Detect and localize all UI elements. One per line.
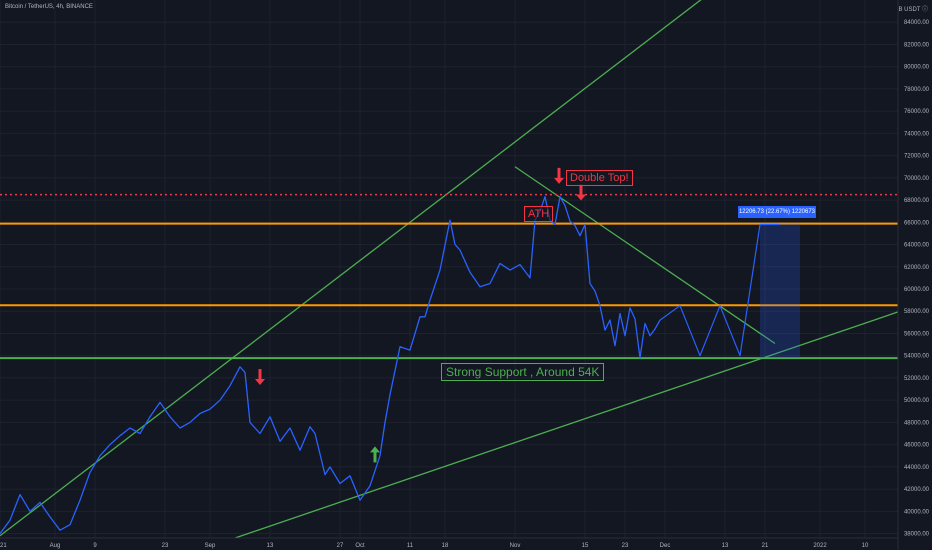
support-label: Strong Support , Around 54K <box>441 363 605 381</box>
x-tick-label: 13 <box>267 543 274 549</box>
currency-label: B USDT ⓘ <box>898 7 928 13</box>
y-tick-label: 80000.00 <box>904 65 930 71</box>
projection-line <box>659 223 780 357</box>
y-tick-label: 44000.00 <box>904 465 930 471</box>
y-tick-label: 78000.00 <box>904 87 930 93</box>
y-tick-label: 82000.00 <box>904 42 930 48</box>
y-tick-label: 72000.00 <box>904 154 930 160</box>
down-arrow <box>576 184 586 201</box>
projection-range-box <box>760 223 800 359</box>
x-tick-label: Dec <box>660 543 671 549</box>
y-tick-label: 56000.00 <box>904 331 930 337</box>
y-tick-label: 62000.00 <box>904 265 930 271</box>
y-tick-label: 48000.00 <box>904 420 930 426</box>
price-line <box>0 196 661 534</box>
price-series <box>0 196 780 534</box>
y-tick-label: 66000.00 <box>904 220 930 226</box>
y-tick-label: 76000.00 <box>904 109 930 115</box>
x-tick-label: Aug <box>50 543 61 549</box>
y-tick-label: 58000.00 <box>904 309 930 315</box>
y-tick-label: 64000.00 <box>904 243 930 249</box>
ath-label: ATH <box>524 206 554 222</box>
x-tick-label: Sep <box>205 543 216 549</box>
trendline <box>514 166 776 345</box>
x-tick-label: Oct <box>355 543 365 549</box>
x-tick-label: 9 <box>93 543 97 549</box>
x-tick-label: 10 <box>862 543 869 549</box>
y-tick-label: 68000.00 <box>904 198 930 204</box>
x-tick-label: 27 <box>337 543 344 549</box>
y-tick-label: 74000.00 <box>904 131 930 137</box>
y-tick-label: 52000.00 <box>904 376 930 382</box>
y-tick-label: 42000.00 <box>904 487 930 493</box>
x-tick-label: 21 <box>0 543 7 549</box>
y-tick-label: 50000.00 <box>904 398 930 404</box>
price-axis-bg <box>898 0 932 550</box>
x-tick-label: Nov <box>510 543 521 549</box>
time-axis-bg <box>0 538 932 550</box>
y-tick-label: 60000.00 <box>904 287 930 293</box>
y-tick-label: 40000.00 <box>904 509 930 515</box>
x-tick-label: 15 <box>582 543 589 549</box>
y-tick-label: 38000.00 <box>904 532 930 538</box>
y-tick-label: 70000.00 <box>904 176 930 182</box>
y-tick-label: 54000.00 <box>904 354 930 360</box>
trendline <box>0 0 702 537</box>
x-tick-label: 11 <box>407 543 414 549</box>
x-tick-label: 2022 <box>813 543 827 549</box>
double-top-label: Double Top! <box>566 170 633 186</box>
y-tick-label: 46000.00 <box>904 443 930 449</box>
x-tick-label: 23 <box>162 543 169 549</box>
x-tick-label: 18 <box>442 543 449 549</box>
down-arrow <box>554 167 564 184</box>
grid <box>0 0 898 538</box>
y-tick-label: 84000.00 <box>904 20 930 26</box>
up-arrow <box>370 446 380 463</box>
trendline <box>234 310 901 539</box>
projection-range <box>760 223 800 359</box>
x-tick-label: 23 <box>622 543 629 549</box>
down-arrow <box>255 369 265 386</box>
arrows <box>255 167 586 463</box>
x-tick-label: 13 <box>722 543 729 549</box>
projection-label: 12206.73 (22.67%) 1220673 <box>738 206 816 218</box>
x-tick-label: 21 <box>762 543 769 549</box>
chart-title: Bitcoin / TetherUS, 4h, BINANCE <box>5 4 93 10</box>
